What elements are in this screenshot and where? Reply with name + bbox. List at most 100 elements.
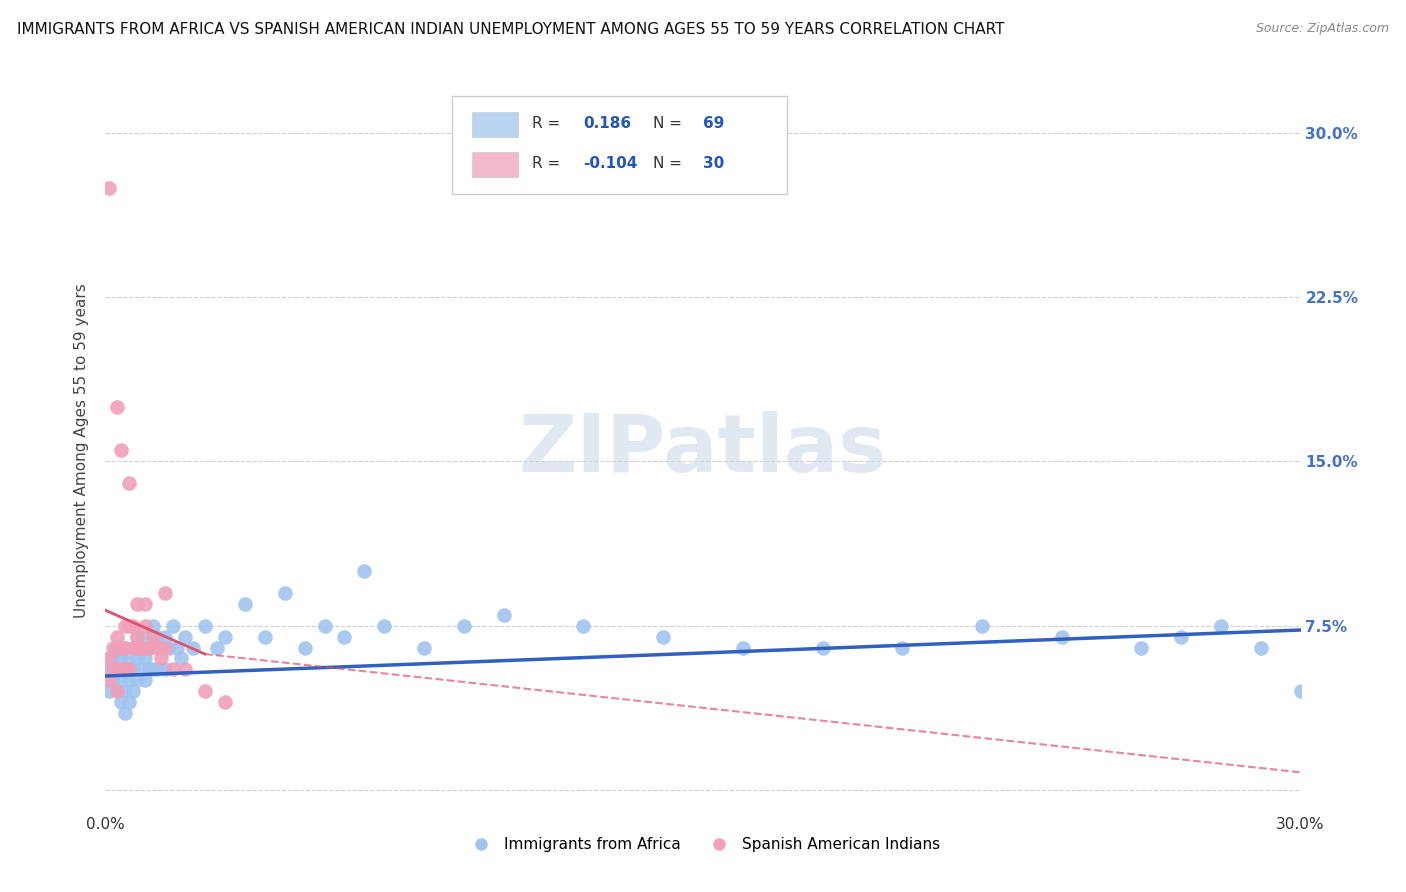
Point bbox=[118, 673, 141, 688]
Point bbox=[107, 684, 129, 698]
Point bbox=[170, 651, 193, 665]
Point bbox=[107, 684, 129, 698]
Point bbox=[150, 651, 173, 665]
Point bbox=[107, 662, 129, 676]
Text: -0.104: -0.104 bbox=[583, 156, 638, 171]
Point bbox=[129, 640, 153, 655]
Point bbox=[731, 640, 754, 655]
Point bbox=[142, 618, 165, 632]
Point bbox=[413, 640, 436, 655]
Point bbox=[110, 673, 132, 688]
Point bbox=[1170, 630, 1192, 644]
Point bbox=[118, 662, 141, 676]
Point bbox=[153, 662, 177, 676]
Point bbox=[127, 673, 149, 688]
Point bbox=[134, 673, 156, 688]
Point bbox=[194, 618, 217, 632]
Point bbox=[114, 662, 136, 676]
Point bbox=[110, 640, 132, 655]
Point bbox=[127, 597, 149, 611]
Point bbox=[492, 607, 515, 622]
Point bbox=[110, 695, 132, 709]
Point bbox=[134, 640, 156, 655]
Point bbox=[114, 640, 136, 655]
Point bbox=[811, 640, 834, 655]
Point bbox=[146, 630, 169, 644]
Point bbox=[273, 586, 295, 600]
Point bbox=[134, 630, 156, 644]
Text: N =: N = bbox=[652, 156, 686, 171]
Point bbox=[891, 640, 914, 655]
FancyBboxPatch shape bbox=[472, 112, 517, 136]
Point bbox=[138, 640, 160, 655]
Point bbox=[652, 630, 675, 644]
Point bbox=[157, 640, 180, 655]
Point bbox=[353, 564, 375, 578]
Point bbox=[162, 618, 184, 632]
Point bbox=[138, 640, 160, 655]
Point bbox=[103, 651, 125, 665]
Point bbox=[253, 630, 276, 644]
Text: ZIPatlas: ZIPatlas bbox=[519, 411, 887, 490]
Text: IMMIGRANTS FROM AFRICA VS SPANISH AMERICAN INDIAN UNEMPLOYMENT AMONG AGES 55 TO : IMMIGRANTS FROM AFRICA VS SPANISH AMERIC… bbox=[17, 22, 1004, 37]
Point bbox=[153, 640, 177, 655]
Point bbox=[572, 618, 595, 632]
Point bbox=[114, 640, 136, 655]
Point bbox=[1250, 640, 1272, 655]
Point bbox=[122, 640, 145, 655]
Point bbox=[114, 684, 136, 698]
Point bbox=[146, 662, 169, 676]
Point bbox=[162, 662, 184, 676]
Text: N =: N = bbox=[652, 116, 686, 131]
Text: 69: 69 bbox=[703, 116, 724, 131]
Point bbox=[205, 640, 228, 655]
Point bbox=[118, 618, 141, 632]
Point bbox=[98, 180, 121, 194]
Text: 30: 30 bbox=[703, 156, 724, 171]
Text: Source: ZipAtlas.com: Source: ZipAtlas.com bbox=[1256, 22, 1389, 36]
Point bbox=[970, 618, 993, 632]
FancyBboxPatch shape bbox=[451, 96, 787, 194]
Point bbox=[194, 684, 217, 698]
Point bbox=[373, 618, 395, 632]
Point bbox=[1289, 684, 1312, 698]
Point bbox=[129, 662, 153, 676]
Point bbox=[181, 640, 204, 655]
Point bbox=[110, 443, 132, 458]
FancyBboxPatch shape bbox=[472, 152, 517, 177]
Text: R =: R = bbox=[531, 156, 565, 171]
Legend: Immigrants from Africa, Spanish American Indians: Immigrants from Africa, Spanish American… bbox=[460, 831, 946, 858]
Point bbox=[122, 684, 145, 698]
Text: 0.186: 0.186 bbox=[583, 116, 631, 131]
Point bbox=[1209, 618, 1232, 632]
Point bbox=[453, 618, 475, 632]
Point bbox=[1050, 630, 1073, 644]
Point bbox=[110, 662, 132, 676]
Point bbox=[138, 662, 160, 676]
Point bbox=[142, 662, 165, 676]
Point bbox=[314, 618, 336, 632]
Point bbox=[150, 640, 173, 655]
Point bbox=[214, 630, 236, 644]
Point bbox=[146, 640, 169, 655]
Point bbox=[98, 662, 121, 676]
Point bbox=[122, 640, 145, 655]
Point bbox=[107, 400, 129, 414]
Point bbox=[127, 640, 149, 655]
Point bbox=[107, 630, 129, 644]
Point bbox=[98, 651, 121, 665]
Point bbox=[114, 662, 136, 676]
Point bbox=[134, 597, 156, 611]
Point bbox=[103, 662, 125, 676]
Point bbox=[129, 640, 153, 655]
Point bbox=[1130, 640, 1153, 655]
Point bbox=[98, 673, 121, 688]
Point bbox=[127, 651, 149, 665]
Point bbox=[118, 695, 141, 709]
Point bbox=[127, 630, 149, 644]
Point bbox=[214, 695, 236, 709]
Point bbox=[98, 684, 121, 698]
Point bbox=[107, 662, 129, 676]
Point bbox=[294, 640, 316, 655]
Point bbox=[114, 618, 136, 632]
